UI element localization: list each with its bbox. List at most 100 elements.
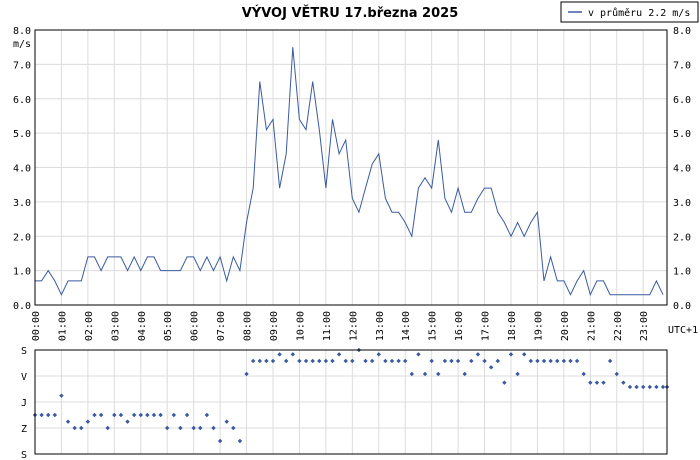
direction-point [191, 425, 196, 431]
speed-y-tick-label: 4.0 [13, 164, 31, 175]
x-tick-label: 02:00 [84, 311, 95, 341]
direction-point [72, 425, 77, 431]
direction-point [654, 384, 659, 390]
direction-point [528, 358, 534, 364]
y-axis-unit: m/s [13, 39, 31, 50]
direction-point [290, 352, 296, 357]
direction-point [211, 425, 216, 431]
x-tick-label: 05:00 [163, 311, 174, 341]
x-tick-label: 12:00 [348, 311, 359, 341]
x-tick-label: 22:00 [613, 311, 624, 341]
direction-point [403, 358, 408, 364]
speed-y-tick-label: 8.0 [13, 26, 31, 37]
legend: v průměru 2.2 m/s [560, 1, 699, 23]
speed-y-tick-label: 6.0 [13, 95, 31, 106]
speed-y-tick-label-right: 2.0 [673, 232, 691, 243]
x-tick-label: 21:00 [586, 311, 597, 341]
x-tick-label: 07:00 [216, 311, 227, 341]
direction-point [535, 358, 540, 364]
x-tick-label: 00:00 [31, 311, 42, 341]
direction-point [65, 419, 71, 424]
direction-point [165, 425, 170, 431]
direction-point [350, 358, 355, 364]
direction-point [178, 425, 183, 431]
direction-point [204, 412, 210, 418]
direction-point [85, 419, 91, 424]
direction-point [198, 425, 203, 431]
direction-y-tick-label: J [21, 398, 27, 409]
direction-point [455, 358, 461, 364]
direction-point [92, 412, 97, 418]
direction-y-tick-label: Z [21, 424, 27, 435]
direction-point [515, 371, 520, 377]
direction-point [488, 365, 494, 370]
direction-point [502, 380, 507, 385]
direction-point [231, 425, 236, 431]
direction-plot-frame [34, 349, 668, 455]
direction-point [105, 425, 110, 431]
direction-point [237, 438, 243, 444]
direction-point [482, 358, 487, 364]
x-tick-label: 09:00 [269, 311, 280, 341]
direction-point [323, 358, 329, 364]
speed-series [35, 47, 664, 297]
legend-box [560, 1, 699, 23]
direction-y-tick-label: S [21, 346, 27, 357]
direction-point [561, 358, 567, 364]
direction-point [409, 371, 415, 377]
x-tick-label: 18:00 [507, 311, 518, 341]
direction-point [383, 358, 388, 364]
direction-point [145, 412, 150, 418]
direction-point [614, 371, 619, 377]
direction-point [98, 412, 104, 418]
direction-point [79, 425, 84, 431]
x-tick-label: 10:00 [295, 311, 306, 341]
direction-point [601, 380, 606, 385]
x-tick-label: 04:00 [137, 311, 148, 341]
direction-point [257, 358, 262, 364]
direction-point [469, 358, 474, 364]
direction-point [429, 358, 434, 364]
speed-y-tick-label: 1.0 [13, 267, 31, 278]
x-tick-label: 14:00 [401, 311, 412, 341]
direction-point [131, 412, 137, 418]
direction-point [548, 358, 553, 364]
x-axis-ticks: 00:00 01:00 02:00 03:00 04:00 05:00 06:00 07:00… [31, 311, 650, 341]
direction-point [363, 358, 368, 364]
direction-point [581, 371, 586, 377]
direction-point [588, 380, 593, 385]
direction-point [284, 358, 289, 364]
direction-point [39, 412, 44, 418]
direction-point [416, 352, 421, 357]
speed-y-tick-label-right: 5.0 [673, 129, 691, 140]
speed-y-tick-label-right: 1.0 [673, 267, 691, 278]
legend-label: v průměru 2.2 m/s [588, 7, 690, 19]
direction-point [112, 412, 117, 418]
direction-point [158, 412, 163, 418]
direction-point [449, 358, 454, 364]
speed-grid [34, 29, 667, 306]
speed-y-tick-label-right: 6.0 [673, 95, 691, 106]
direction-point [627, 384, 633, 390]
direction-point [621, 380, 626, 385]
speed-y-tick-label: 2.0 [13, 232, 31, 243]
speed-y-tick-label-right: 8.0 [673, 26, 691, 37]
speed-plot-frame [34, 29, 668, 306]
speed-y-tick-label-right: 0.0 [673, 301, 691, 312]
direction-point [46, 412, 51, 418]
direction-point [389, 358, 395, 364]
direction-point [508, 352, 514, 357]
direction-point [343, 358, 348, 364]
direction-point [151, 412, 157, 418]
direction-point [555, 358, 560, 364]
direction-point [171, 412, 177, 418]
direction-point [396, 358, 401, 364]
direction-point [264, 358, 269, 364]
speed-line [35, 47, 664, 297]
direction-point [594, 380, 600, 385]
direction-point [224, 419, 229, 424]
direction-point [422, 371, 428, 377]
speed-y-tick-label-right: 7.0 [673, 60, 691, 71]
direction-point [442, 358, 448, 364]
